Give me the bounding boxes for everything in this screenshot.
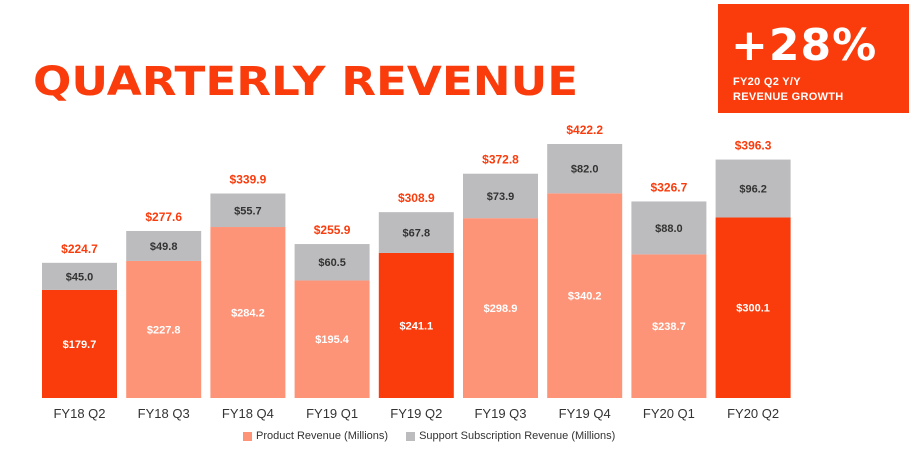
growth-caption: FY20 Q2 Y/Y REVENUE GROWTH [733,75,844,105]
bar-product [42,289,117,398]
x-tick-label: FY19 Q2 [390,406,442,421]
bar-support [547,144,623,194]
product-value-label: $227.8 [147,324,181,336]
growth-caption-line1: FY20 Q2 Y/Y [733,76,801,88]
product-value-label: $298.9 [484,303,518,315]
total-value-label: $308.9 [398,191,435,205]
bar-product [210,227,286,398]
x-tick-label: FY18 Q2 [53,406,105,421]
support-value-label: $88.0 [655,223,683,235]
bar-product [294,280,370,398]
product-value-label: $284.2 [231,308,265,320]
legend-swatch-support [406,431,416,441]
growth-caption-line2: REVENUE GROWTH [733,91,844,103]
product-value-label: $340.2 [568,291,602,303]
bar-support [631,201,707,255]
support-value-label: $55.7 [234,205,262,217]
x-tick-label: FY18 Q3 [138,406,190,421]
x-tick-label: FY18 Q4 [222,406,274,421]
legend-swatch-product [243,431,252,441]
support-value-label: $60.5 [318,257,346,269]
growth-value: +28% [731,20,878,71]
bar-product [463,218,538,398]
legend-label-support: Support Subscription Revenue (Millions) [419,430,616,442]
bar-product [631,254,707,398]
growth-badge: +28% FY20 Q2 Y/Y REVENUE GROWTH [718,4,909,113]
bar-support [378,212,454,253]
bar-support [463,173,538,219]
total-value-label: $326.7 [651,180,688,194]
bar-support [42,262,117,290]
x-tick-label: FY19 Q3 [474,406,526,421]
bar-product [378,252,454,398]
legend-item-support: Support Subscription Revenue (Millions) [406,430,615,442]
total-value-label: $255.9 [314,223,351,237]
support-value-label: $67.8 [403,228,431,240]
legend-item-product: Product Revenue (Millions) [243,430,388,442]
support-value-label: $49.8 [150,241,178,253]
page-title: QUARTERLY REVENUE [33,59,579,105]
support-value-label: $96.2 [739,184,767,196]
x-tick-label: FY20 Q1 [643,406,695,421]
support-value-label: $82.0 [571,164,599,176]
bar-product [547,193,623,398]
support-value-label: $45.0 [66,271,94,283]
x-tick-label: FY19 Q1 [306,406,358,421]
total-value-label: $422.2 [566,123,603,137]
total-value-label: $277.6 [145,210,182,224]
total-value-label: $339.9 [230,173,267,187]
x-tick-label: FY20 Q2 [727,406,779,421]
bar-product [126,260,202,398]
total-value-label: $372.8 [482,153,519,167]
bar-support [715,159,791,218]
total-value-label: $224.7 [61,242,98,256]
product-value-label: $195.4 [315,334,350,346]
product-value-label: $241.1 [399,320,433,332]
bar-support [294,244,370,281]
product-value-label: $300.1 [736,303,770,315]
product-value-label: $179.7 [63,339,97,351]
bar-support [126,230,202,261]
support-value-label: $73.9 [487,191,515,203]
product-value-label: $238.7 [652,321,686,333]
bar-support [210,193,286,228]
legend-label-product: Product Revenue (Millions) [256,430,389,442]
bar-product [715,217,791,398]
chart-legend: Product Revenue (Millions) Support Subsc… [243,430,615,442]
x-tick-label: FY19 Q4 [559,406,611,421]
total-value-label: $396.3 [735,139,772,153]
